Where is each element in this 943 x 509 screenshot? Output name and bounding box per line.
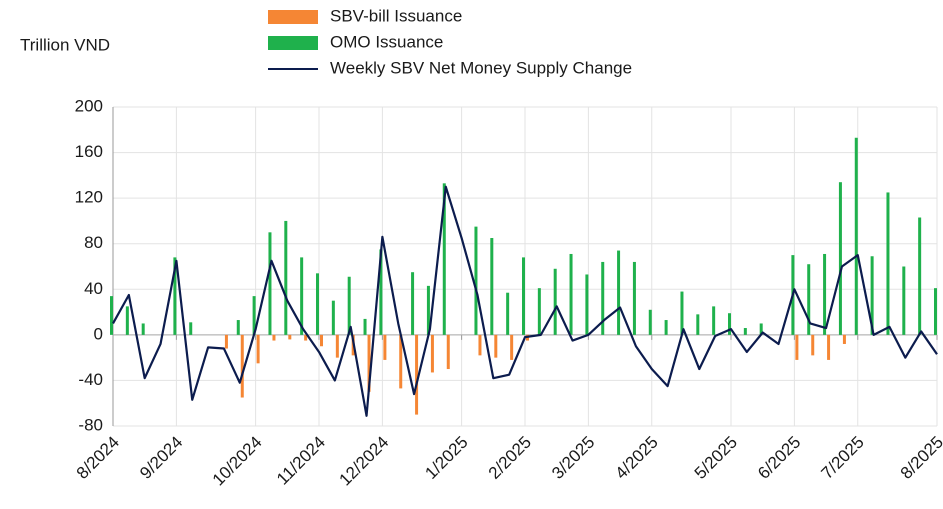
bar: [442, 183, 446, 335]
x-tick-label: 9/2024: [136, 433, 186, 483]
bar: [601, 261, 605, 335]
bar: [494, 334, 498, 358]
bar: [430, 334, 434, 373]
legend-swatch: [268, 36, 318, 50]
bar: [125, 306, 129, 335]
bar: [173, 257, 177, 335]
bar: [870, 256, 874, 335]
bar: [415, 334, 419, 415]
x-tick-label: 8/2025: [897, 433, 943, 483]
bar: [272, 334, 276, 341]
bar: [886, 192, 890, 335]
bar: [367, 334, 371, 392]
bar: [446, 334, 450, 370]
bar: [537, 288, 541, 335]
bar: [224, 334, 228, 349]
y-tick-label: 0: [94, 324, 103, 343]
bar: [510, 334, 514, 360]
bar: [728, 313, 731, 335]
x-tick-label: 12/2024: [335, 433, 392, 490]
bar: [399, 334, 403, 389]
bar: [617, 250, 621, 335]
y-tick-label: 160: [75, 142, 103, 161]
bar: [252, 296, 256, 335]
bar: [680, 291, 684, 335]
y-tick-label: -40: [78, 370, 103, 389]
bar: [743, 328, 747, 335]
y-tick-label: 40: [84, 279, 103, 298]
bar: [506, 292, 510, 335]
bar: [240, 334, 244, 398]
bar: [474, 226, 478, 335]
x-tick-label: 5/2025: [691, 433, 741, 483]
bar: [842, 334, 846, 344]
bar: [478, 334, 482, 356]
bar: [268, 232, 272, 335]
bar: [712, 306, 716, 335]
legend-swatch: [268, 10, 318, 24]
bar: [902, 266, 906, 335]
bar: [648, 309, 652, 335]
bar: [553, 268, 557, 335]
y-tick-label: 200: [75, 96, 103, 115]
bar: [934, 288, 937, 335]
x-tick-label: 1/2025: [421, 433, 471, 483]
y-tick-label: 80: [84, 233, 103, 252]
bar: [411, 272, 415, 335]
bar: [490, 238, 494, 335]
bar: [110, 296, 113, 335]
bar: [795, 334, 799, 360]
bar: [383, 334, 387, 360]
bar: [838, 182, 842, 335]
bar: [284, 220, 288, 335]
bar: [918, 217, 922, 335]
bar: [664, 320, 668, 335]
legend-label: OMO Issuance: [330, 32, 443, 51]
legend-label: SBV-bill Issuance: [330, 6, 462, 25]
bar: [335, 334, 339, 358]
line: [112, 185, 938, 417]
x-tick-label: 4/2025: [612, 433, 662, 483]
bar: [316, 273, 319, 335]
bar: [569, 253, 573, 335]
y-tick-label: 120: [75, 188, 103, 207]
bar: [331, 300, 335, 335]
bar: [304, 334, 308, 341]
bar: [585, 274, 589, 335]
bar: [827, 334, 831, 360]
x-tick-label: 2/2025: [485, 433, 535, 483]
y-axis-label: Trillion VND: [20, 35, 110, 54]
bar: [347, 276, 351, 335]
bar: [807, 264, 811, 335]
x-tick-label: 11/2024: [273, 433, 329, 489]
bar: [522, 257, 525, 335]
y-tick-label: -80: [78, 415, 103, 434]
bar: [811, 334, 815, 356]
bar: [759, 323, 763, 335]
bar: [236, 320, 240, 335]
x-tick-label: 10/2024: [209, 433, 266, 490]
bar: [256, 334, 260, 364]
x-tick-label: 3/2025: [548, 433, 598, 483]
bar: [632, 261, 636, 335]
legend-label: Weekly SBV Net Money Supply Change: [330, 58, 632, 77]
bar: [320, 334, 323, 347]
bar: [696, 314, 700, 335]
bar: [823, 253, 827, 335]
bar: [426, 285, 430, 335]
bar: [189, 322, 193, 335]
bar: [288, 334, 292, 340]
bar: [379, 249, 383, 335]
bar: [854, 137, 858, 335]
bar: [300, 257, 304, 335]
x-tick-label: 8/2024: [73, 433, 123, 483]
x-tick-label: 7/2025: [818, 433, 868, 483]
bar: [141, 323, 145, 335]
x-tick-label: 6/2025: [754, 433, 804, 483]
bar: [363, 318, 367, 335]
